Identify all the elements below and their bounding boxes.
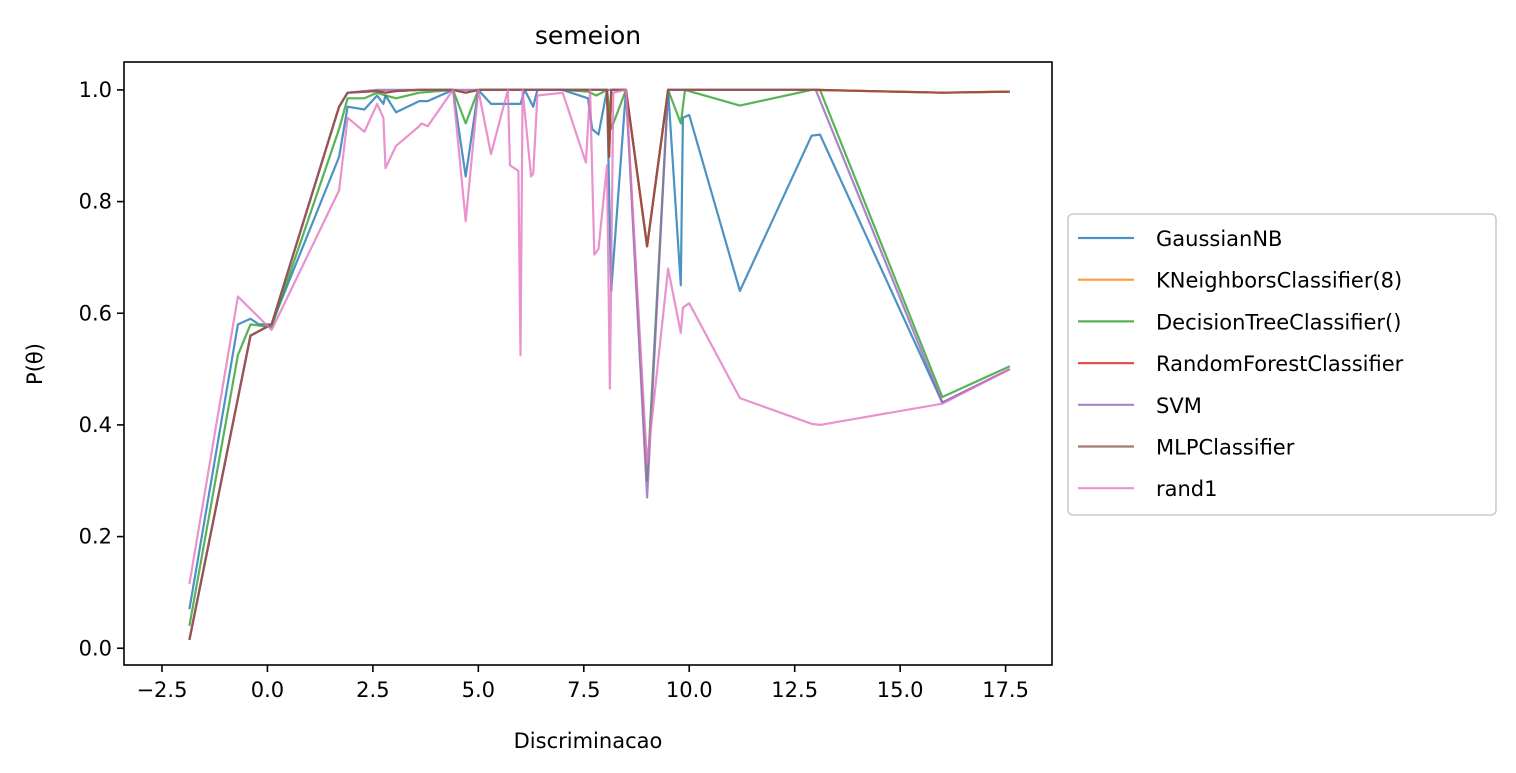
x-tick-label: −2.5 xyxy=(136,678,187,702)
x-tick-label: 5.0 xyxy=(462,678,495,702)
x-tick-label: 2.5 xyxy=(356,678,389,702)
x-axis: −2.5 0.0 2.5 5.0 7.5 10.0 12.5 15.0 17.5 xyxy=(136,665,1029,702)
y-axis-label: P(θ) xyxy=(23,343,47,385)
series-line-6 xyxy=(188,88,1011,585)
y-tick-label: 0.4 xyxy=(79,413,112,437)
y-tick-label: 0.8 xyxy=(79,190,112,214)
legend-label: MLPClassifier xyxy=(1156,436,1295,460)
x-tick-label: 15.0 xyxy=(877,678,924,702)
x-tick-label: 10.0 xyxy=(666,678,713,702)
y-axis: 0.0 0.2 0.4 0.6 0.8 1.0 xyxy=(79,78,124,660)
x-tick-label: 7.5 xyxy=(567,678,600,702)
y-tick-label: 0.0 xyxy=(79,636,112,660)
plot-lines xyxy=(188,88,1011,641)
x-tick-label: 0.0 xyxy=(251,678,284,702)
legend-label: KNeighborsClassifier(8) xyxy=(1156,269,1402,293)
x-tick-label: 12.5 xyxy=(771,678,818,702)
legend-label: DecisionTreeClassifier() xyxy=(1156,310,1401,334)
y-tick-label: 0.6 xyxy=(79,301,112,325)
legend-label: SVM xyxy=(1156,394,1202,418)
x-tick-label: 17.5 xyxy=(982,678,1029,702)
legend-label: GaussianNB xyxy=(1156,227,1282,251)
legend: GaussianNB KNeighborsClassifier(8) Decisio… xyxy=(1067,213,1497,516)
y-tick-label: 1.0 xyxy=(79,78,112,102)
legend-label: rand1 xyxy=(1156,477,1218,501)
legend-box xyxy=(1067,213,1497,516)
y-tick-label: 0.2 xyxy=(79,525,112,549)
plot-frame xyxy=(123,61,1053,666)
legend-label: RandomForestClassifier xyxy=(1156,352,1404,376)
x-axis-label: Discriminacao xyxy=(514,729,663,753)
chart-title: semeion xyxy=(535,21,641,50)
